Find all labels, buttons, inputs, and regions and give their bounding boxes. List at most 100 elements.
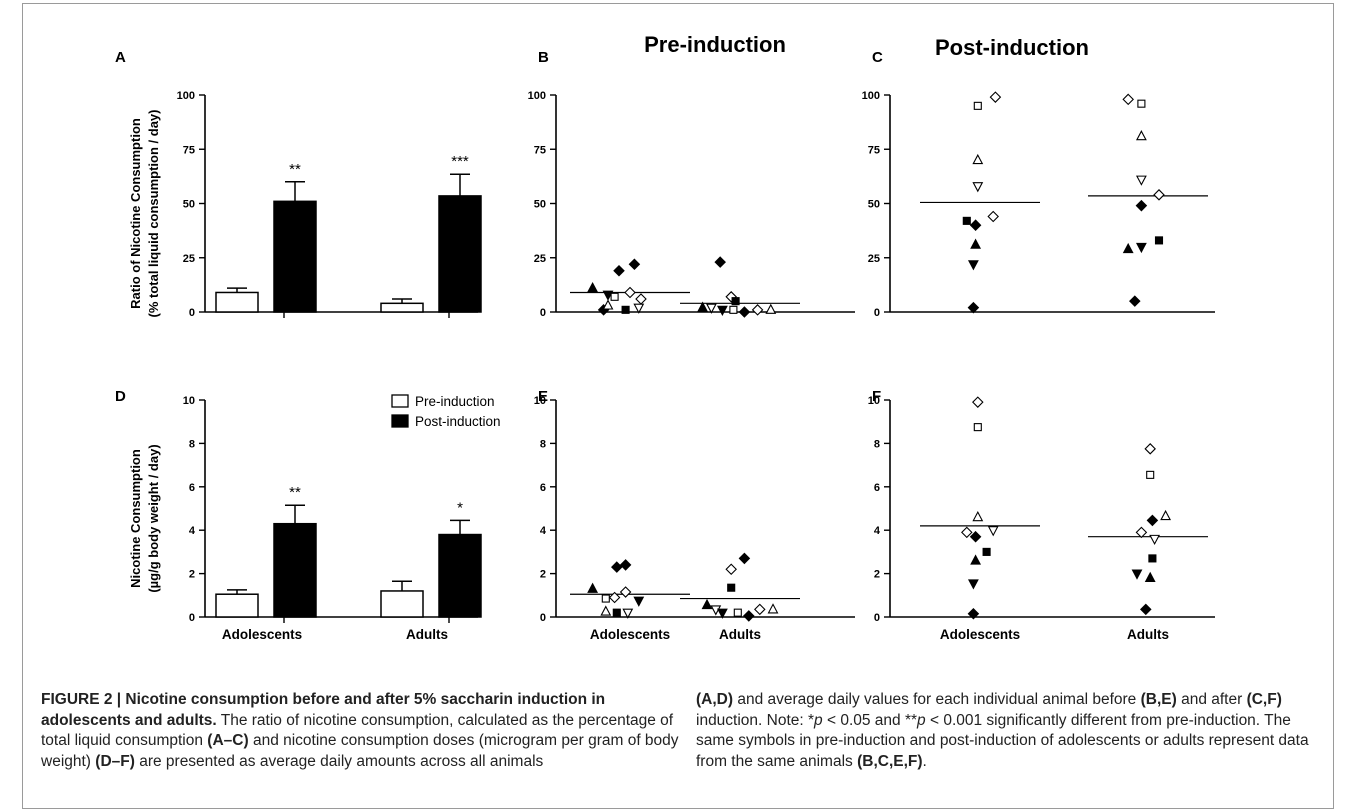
caption-ref-bcef: (B,C,E,F) xyxy=(857,752,923,770)
caption-ref-ad: (A,D) xyxy=(696,691,734,708)
panel-a-ytick-label: 25 xyxy=(183,253,195,265)
panel-f-point xyxy=(1144,443,1156,455)
caption-text-8: < 0.001 significantly different from pre… xyxy=(696,711,1309,770)
panel-c-ytick-label: 75 xyxy=(868,144,880,156)
panel-f-ytick-label: 0 xyxy=(874,612,880,624)
panel-e-point xyxy=(754,603,766,616)
caption-text-1: The ratio of nicotine consumption, calcu… xyxy=(41,711,674,750)
figure-caption-left: FIGURE 2 | Nicotine consumption before a… xyxy=(41,690,681,772)
panel-c-point xyxy=(1122,93,1134,106)
panel-b-point xyxy=(751,304,764,316)
panel-f-ytick-label: 8 xyxy=(874,438,880,450)
panel-e-point xyxy=(600,605,612,616)
panel-e-point xyxy=(612,608,621,617)
panel-e-ytick-label: 10 xyxy=(534,395,546,407)
panel-b-ytick-label: 50 xyxy=(534,199,546,211)
panel-f-point xyxy=(973,423,982,432)
panel-b-point xyxy=(714,256,726,268)
panel-f-ytick-label: 4 xyxy=(874,525,881,537)
panel-d-bar-pre-1 xyxy=(380,590,424,618)
panel-f-point xyxy=(1135,526,1148,539)
legend-swatch-0 xyxy=(391,394,409,408)
panel-b-point xyxy=(765,303,777,314)
panel-e-point xyxy=(716,608,728,619)
panel-d-bar-pre-0 xyxy=(215,593,259,618)
panel-c-point xyxy=(973,101,982,110)
panel-f-point xyxy=(1149,534,1161,546)
panel-c-point xyxy=(1135,199,1148,212)
figure-frame xyxy=(22,3,1334,809)
panel-b-point xyxy=(624,286,636,299)
panel-d-xtick-label: Adults xyxy=(406,627,448,642)
panel-b-title: Pre-induction xyxy=(644,32,786,57)
caption-ref-cf: (C,F) xyxy=(1246,691,1282,708)
panel-e-point xyxy=(725,563,737,576)
panel-d-significance-1: * xyxy=(457,499,463,516)
panel-a-ylabel-2: (% total liquid consumption / day) xyxy=(146,110,161,318)
caption-text-2: and nicotine consumption doses (microgra… xyxy=(41,732,679,770)
panel-e-xtick-label: Adolescents xyxy=(590,627,670,642)
panel-e-point xyxy=(733,608,742,617)
panel-c-point xyxy=(1129,295,1141,307)
panel-e-point xyxy=(622,608,634,619)
panel-e-point xyxy=(633,596,645,607)
panel-e-letter: E xyxy=(538,388,548,405)
panel-c-letter: C xyxy=(872,49,883,66)
panel-a-significance-0: ** xyxy=(289,161,301,178)
panel-d-ytick-label: 6 xyxy=(189,482,195,494)
panel-d-significance-0: ** xyxy=(289,484,301,501)
panel-d-ytick-label: 10 xyxy=(183,395,195,407)
legend-label-1: Post-induction xyxy=(415,414,501,429)
panel-e-point xyxy=(701,598,713,610)
panel-e-point xyxy=(619,586,632,598)
panel-b-point xyxy=(613,264,625,277)
panel-f-point xyxy=(1148,554,1157,563)
panel-a-bar-pre-1 xyxy=(380,302,424,313)
panel-f-point xyxy=(1144,571,1156,582)
panel-f-ytick-label: 2 xyxy=(874,569,880,581)
panel-c-point xyxy=(972,182,984,193)
panel-e-point xyxy=(619,559,632,571)
panel-e-point xyxy=(743,610,755,622)
panel-a-ylabel-1: Ratio of Nicotine Consumption xyxy=(128,118,143,309)
panel-f-xtick-label: Adolescents xyxy=(940,627,1020,642)
panel-b-point xyxy=(697,301,709,312)
panel-c-point xyxy=(1135,130,1147,141)
panel-c-point xyxy=(962,216,971,225)
panel-f-point xyxy=(1160,509,1172,521)
panel-a-significance-1: *** xyxy=(451,153,469,170)
panel-b-point xyxy=(738,306,751,318)
panel-f-point xyxy=(970,554,982,565)
legend-label-0: Pre-induction xyxy=(415,394,495,409)
panel-a-ytick-label: 50 xyxy=(183,199,195,211)
panel-c-ytick-label: 50 xyxy=(868,199,880,211)
panel-c-ytick-label: 25 xyxy=(868,253,880,265)
panel-f-point xyxy=(987,526,999,537)
panel-b-letter: B xyxy=(538,49,549,66)
panel-e-point xyxy=(738,552,751,565)
caption-p-symbol-1: p xyxy=(814,711,823,729)
panel-b-point xyxy=(587,281,599,293)
panel-d-letter: D xyxy=(115,388,126,405)
panel-d-ytick-label: 4 xyxy=(189,525,196,537)
panel-f-point xyxy=(1131,569,1143,580)
panel-c-point xyxy=(1153,189,1165,201)
panel-f-point xyxy=(969,530,982,543)
panel-a-ytick-label: 75 xyxy=(183,144,195,156)
panel-f-point xyxy=(1140,603,1152,616)
panel-c-point xyxy=(970,238,982,249)
panel-c-point xyxy=(967,301,980,314)
panel-e-ytick-label: 2 xyxy=(540,569,546,581)
panel-e-point xyxy=(767,603,779,614)
caption-figure-label: FIGURE 2 | Nicotine consumption before a… xyxy=(41,691,606,729)
panel-e-point xyxy=(601,594,610,603)
panel-e-point xyxy=(587,582,599,593)
panel-c-ytick-label: 100 xyxy=(862,90,880,102)
panel-b-point xyxy=(602,299,614,310)
panel-e-point xyxy=(611,561,623,573)
panel-d-bar-post-1 xyxy=(438,533,482,618)
panel-c-point xyxy=(1122,242,1134,254)
panel-f-point xyxy=(967,579,979,590)
panel-c-point xyxy=(1137,99,1146,108)
panel-b-point xyxy=(602,290,614,301)
